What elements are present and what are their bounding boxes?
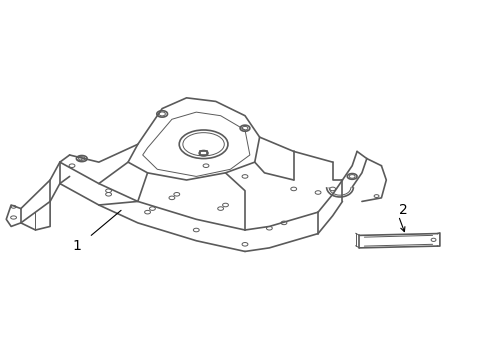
Text: 2: 2 [399, 203, 408, 217]
Text: 1: 1 [73, 239, 81, 253]
Bar [200, 151, 207, 156]
